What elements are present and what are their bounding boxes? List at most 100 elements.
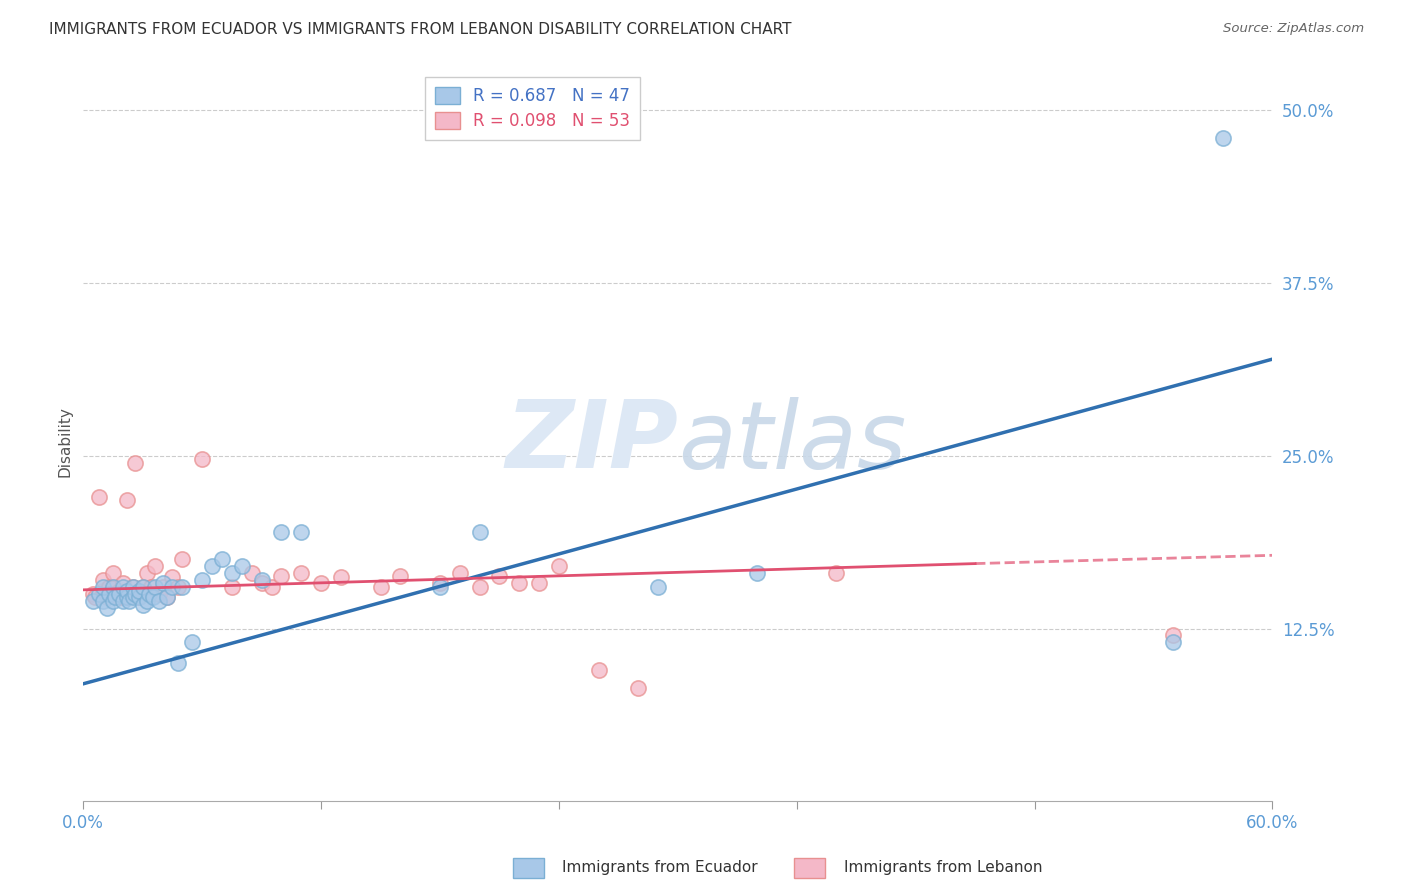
Point (825, 566, 848, 581)
Point (1212, 131, 1234, 145)
Point (82, 587, 104, 601)
Y-axis label: Disability: Disability (58, 407, 72, 477)
Point (167, 656, 190, 670)
Text: ZIP: ZIP (505, 396, 678, 488)
Point (142, 590, 165, 604)
Point (429, 576, 451, 591)
Point (132, 580, 155, 594)
Point (527, 576, 550, 591)
Point (167, 580, 190, 594)
Point (548, 559, 571, 574)
Point (429, 580, 451, 594)
Point (488, 569, 510, 583)
Point (91, 594, 114, 608)
Point (143, 580, 166, 594)
Point (162, 580, 184, 594)
Point (162, 570, 184, 584)
Text: IMMIGRANTS FROM ECUADOR VS IMMIGRANTS FROM LEBANON DISABILITY CORRELATION CHART: IMMIGRANTS FROM ECUADOR VS IMMIGRANTS FR… (49, 22, 792, 37)
Point (627, 681, 650, 695)
Point (121, 590, 143, 604)
Point (120, 587, 142, 601)
Point (270, 524, 292, 539)
Point (121, 580, 143, 594)
Point (82, 594, 104, 608)
Point (128, 590, 150, 604)
Text: Immigrants from Lebanon: Immigrants from Lebanon (844, 860, 1042, 874)
Point (132, 580, 155, 594)
Point (101, 566, 124, 581)
Point (270, 569, 292, 583)
Point (91, 573, 114, 587)
Point (468, 524, 491, 539)
Point (260, 580, 283, 594)
Point (108, 590, 131, 604)
Point (152, 576, 174, 591)
Point (115, 493, 138, 508)
Point (111, 576, 134, 591)
Point (104, 587, 127, 601)
Point (191, 573, 214, 587)
Point (124, 456, 146, 470)
Point (148, 587, 170, 601)
Point (221, 580, 243, 594)
Point (138, 587, 160, 601)
Point (172, 580, 194, 594)
Point (115, 590, 138, 604)
Point (181, 635, 204, 649)
Point (389, 569, 412, 583)
Point (100, 587, 122, 601)
Point (124, 587, 146, 601)
Text: Source: ZipAtlas.com: Source: ZipAtlas.com (1223, 22, 1364, 36)
Point (128, 584, 150, 599)
Point (96, 590, 118, 604)
Point (89, 490, 111, 504)
Point (128, 590, 150, 604)
Text: atlas: atlas (678, 397, 905, 488)
Point (98, 587, 121, 601)
Legend: R = 0.687   N = 47, R = 0.098   N = 53: R = 0.687 N = 47, R = 0.098 N = 53 (425, 77, 640, 140)
Point (118, 594, 141, 608)
Point (135, 566, 157, 581)
Point (139, 580, 162, 594)
Point (152, 580, 174, 594)
Point (449, 566, 471, 581)
Point (250, 573, 273, 587)
Point (1163, 635, 1185, 649)
Point (121, 580, 143, 594)
Point (172, 552, 194, 566)
Point (148, 594, 170, 608)
Point (143, 559, 166, 574)
Point (231, 559, 253, 574)
Point (101, 580, 124, 594)
Point (104, 590, 127, 604)
Point (111, 594, 134, 608)
Point (84, 590, 107, 604)
Point (647, 580, 669, 594)
Point (135, 594, 157, 608)
Point (191, 451, 214, 466)
Point (115, 590, 138, 604)
Point (111, 590, 134, 604)
Point (240, 566, 263, 581)
Point (101, 580, 124, 594)
Point (250, 576, 273, 591)
Point (91, 584, 114, 599)
Point (89, 587, 111, 601)
Point (201, 559, 224, 574)
Point (309, 576, 332, 591)
Point (91, 580, 114, 594)
Point (329, 570, 352, 584)
Point (588, 663, 610, 677)
Point (290, 566, 312, 581)
Point (96, 600, 118, 615)
Point (115, 584, 138, 599)
Point (108, 587, 131, 601)
Point (155, 590, 177, 604)
Point (155, 590, 177, 604)
Point (1163, 628, 1185, 642)
Point (290, 524, 312, 539)
Point (221, 566, 243, 581)
Point (468, 580, 491, 594)
Point (111, 580, 134, 594)
Point (508, 576, 530, 591)
